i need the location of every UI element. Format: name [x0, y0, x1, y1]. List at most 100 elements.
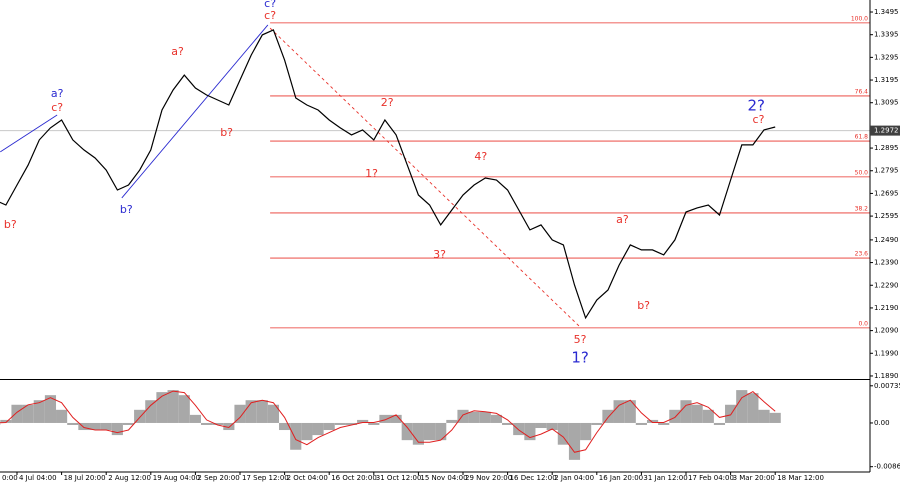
histogram-bar — [301, 422, 313, 441]
y-tick-label: 1.3195 — [874, 76, 899, 84]
y-tick-label: 1.3295 — [874, 53, 899, 61]
histogram-bar — [178, 395, 190, 423]
histogram-bar — [624, 400, 636, 423]
y-tick-label: 1.3495 — [874, 8, 899, 16]
x-tick-label: 2 Sep 20:00 — [197, 474, 239, 482]
histogram-bar — [490, 414, 503, 423]
histogram-bar — [658, 422, 670, 425]
histogram-bar — [713, 422, 726, 425]
histogram-bar — [56, 409, 68, 423]
wave-label: b? — [4, 218, 17, 231]
histogram-bar — [423, 422, 436, 441]
x-tick-label: 31 Oct 12:00 — [376, 474, 422, 482]
histogram-bar — [446, 419, 458, 423]
plot-area: 100.076.461.850.038.223.60.0b?a?c?b?a?b?… — [0, 0, 870, 460]
wave-label: c? — [264, 9, 276, 22]
y-tick-label: 1.2290 — [874, 281, 899, 289]
y-tick-label: 1.2795 — [874, 167, 899, 175]
histogram-bar — [557, 422, 569, 445]
histogram-bar — [78, 422, 90, 431]
wave-label: a? — [171, 45, 184, 58]
wave-line — [0, 114, 58, 153]
histogram-bar — [691, 404, 703, 423]
wave-label: 1? — [365, 167, 378, 180]
fib-ratio-label: 0.0 — [858, 320, 868, 327]
current-price-box — [870, 125, 900, 136]
fib-ratio-label: 61.8 — [855, 134, 869, 141]
histogram-bar — [468, 411, 480, 423]
fib-ratio-label: 38.2 — [855, 205, 869, 212]
histogram-bar — [725, 404, 737, 423]
signal-line — [0, 390, 776, 453]
fib-ratio-label: 76.4 — [855, 88, 869, 95]
x-tick-label: 16 Jan 20:00 — [599, 474, 643, 482]
x-tick-label: 17 Sep 12:00 — [242, 474, 289, 482]
histogram-bar — [167, 390, 179, 423]
x-tick-label: 2 Aug 12:00 — [108, 474, 151, 482]
y-tick-label: 1.2190 — [874, 304, 899, 312]
histogram-bar — [680, 400, 692, 423]
histogram-bar — [368, 422, 380, 425]
histogram-bar — [67, 422, 79, 425]
fib-ratio-label: 23.6 — [855, 251, 869, 258]
y-tick-label: 0.00735 — [874, 382, 900, 390]
y-tick-label: 1.3095 — [874, 99, 899, 107]
histogram-bar — [357, 419, 369, 423]
x-tick-label: 3 Mar 20:00 — [733, 474, 775, 482]
wave-label: 3? — [433, 248, 446, 261]
histogram-bar — [435, 422, 447, 441]
histogram-bar — [568, 422, 581, 460]
histogram-bar — [256, 400, 268, 423]
y-tick-label: 0.00 — [874, 419, 890, 427]
wave-label: b? — [637, 299, 650, 312]
histogram-bar — [334, 422, 346, 425]
wave-label: 4? — [474, 150, 487, 163]
histogram-bar — [758, 409, 770, 423]
current-price-label: 1.2972 — [874, 127, 899, 135]
wave-label: c? — [264, 0, 276, 10]
x-tick-label: 4 Jul 04:00 — [19, 474, 57, 482]
histogram-bar — [702, 409, 714, 423]
histogram-bar — [591, 422, 603, 425]
wave-label: 2? — [381, 96, 394, 109]
x-tick-label: 2 Jan 04:00 — [554, 474, 594, 482]
wave-line — [121, 24, 269, 199]
fib-ratio-label: 50.0 — [855, 169, 869, 176]
histogram-bar — [345, 422, 358, 425]
x-tick-label: 15 Nov 04:00 — [420, 474, 467, 482]
wave-label: c? — [51, 101, 63, 114]
wave-label: 1? — [571, 349, 589, 367]
x-tick-label: 16 Dec 12:00 — [510, 474, 557, 482]
x-tick-label: 31 Jan 12:00 — [643, 474, 687, 482]
histogram-bar — [502, 422, 514, 425]
histogram-bar — [401, 422, 413, 441]
histogram-bar — [89, 422, 101, 431]
histogram-bar — [234, 404, 246, 423]
wave-label: 5? — [574, 333, 587, 346]
wave-label: a? — [51, 87, 64, 100]
histogram-bar — [290, 422, 302, 450]
y-tick-label: 1.2595 — [874, 212, 899, 220]
histogram-bar — [602, 409, 614, 423]
histogram-bar — [323, 422, 335, 431]
histogram-bar — [223, 422, 235, 431]
x-tick-label: 2 Oct 04:00 — [287, 474, 328, 482]
histogram-bar — [669, 409, 681, 423]
y-tick-label: 1.2895 — [874, 144, 899, 152]
x-tick-label: 0:00 — [2, 474, 18, 482]
histogram-bar — [212, 422, 224, 425]
histogram-bar — [457, 409, 469, 423]
histogram-bar — [479, 411, 491, 423]
x-tick-label: 19 Aug 04:00 — [153, 474, 200, 482]
x-tick-label: 18 Mar 12:00 — [777, 474, 824, 482]
wave-label: a? — [616, 213, 629, 226]
histogram-bar — [134, 409, 146, 423]
histogram-bar — [747, 393, 759, 423]
histogram-bar — [189, 414, 201, 423]
wave-label: b? — [220, 126, 233, 139]
wave-label: c? — [753, 113, 765, 126]
histogram-bar — [535, 422, 547, 429]
histogram-bar — [546, 422, 558, 431]
